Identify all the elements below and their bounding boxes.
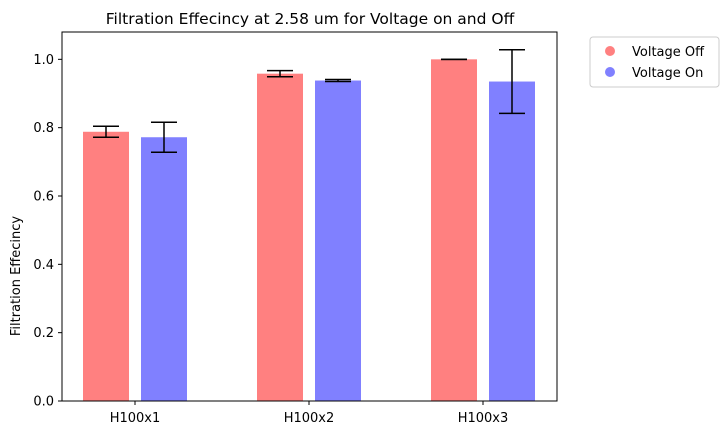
legend-label-voltage-off: Voltage Off xyxy=(632,45,705,60)
legend-frame xyxy=(589,36,720,88)
x-tick-label: H100x3 xyxy=(458,411,509,426)
x-tick-label: H100x1 xyxy=(110,411,161,426)
y-tick-label: 0.8 xyxy=(33,121,54,136)
plot-area: 0.0 0.2 0.4 0.6 0.8 1.0 H100x1 H100x2 H100x3 xyxy=(33,31,558,426)
y-axis-label: Filtration Effecincy xyxy=(9,216,24,337)
plot-frame xyxy=(61,31,558,402)
legend-label-voltage-on: Voltage On xyxy=(632,66,703,81)
legend-marker-voltage-on xyxy=(605,67,615,77)
y-tick-label: 0.2 xyxy=(33,326,54,341)
bar-voltage-on xyxy=(315,80,361,402)
bar-voltage-off xyxy=(431,59,477,401)
bar-voltage-off xyxy=(83,131,129,401)
y-tick-label: 0.4 xyxy=(33,258,54,273)
y-tick-label: 0.6 xyxy=(33,190,54,205)
y-tick-label: 1.0 xyxy=(33,53,54,68)
bar-voltage-off xyxy=(257,73,303,401)
legend-marker-voltage-off xyxy=(605,46,615,56)
x-tick-label: H100x2 xyxy=(284,411,335,426)
chart-title: Filtration Effecincy at 2.58 um for Volt… xyxy=(106,10,515,28)
bar-voltage-on xyxy=(489,81,535,402)
legend: Voltage Off Voltage On xyxy=(589,36,720,88)
y-tick-label: 0.0 xyxy=(33,395,54,410)
bar-voltage-on xyxy=(141,137,187,401)
